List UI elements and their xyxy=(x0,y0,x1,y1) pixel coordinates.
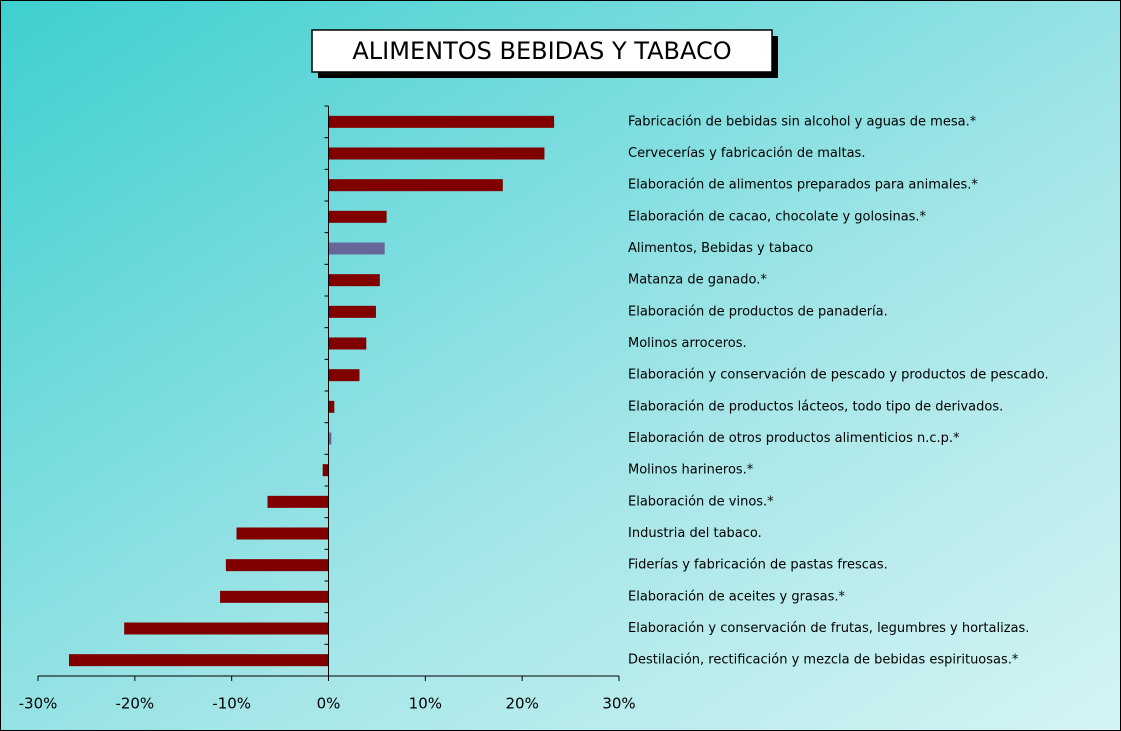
bar xyxy=(328,115,555,128)
category-label: Fiderías y fabricación de pastas frescas… xyxy=(628,558,888,573)
bar xyxy=(124,622,329,635)
category-label: Elaboración y conservación de frutas, le… xyxy=(628,621,1029,636)
category-label: Alimentos, Bebidas y tabaco xyxy=(628,241,813,256)
bar xyxy=(328,400,335,413)
category-label: Elaboración de aceites y grasas.* xyxy=(628,589,846,604)
category-label: Destilación, rectificación y mezcla de b… xyxy=(628,653,1019,668)
bar xyxy=(236,527,329,540)
bar xyxy=(328,337,367,350)
bar xyxy=(68,654,329,667)
category-label: Fabricación de bebidas sin alcohol y agu… xyxy=(628,114,977,129)
category-label: Molinos arroceros. xyxy=(628,336,747,351)
category-label: Elaboración de otros productos alimentic… xyxy=(628,431,960,446)
category-label: Matanza de ganado.* xyxy=(628,273,767,288)
bar xyxy=(328,274,380,287)
category-label: Elaboración de productos de panadería. xyxy=(628,304,888,319)
bar xyxy=(328,179,503,192)
bar xyxy=(328,210,387,223)
x-tick-label: -10% xyxy=(212,695,251,713)
category-label: Molinos harineros.* xyxy=(628,463,754,478)
bar xyxy=(328,432,332,445)
x-tick-label: -30% xyxy=(19,695,58,713)
category-label: Industria del tabaco. xyxy=(628,526,762,541)
category-label: Elaboración de productos lácteos, todo t… xyxy=(628,399,1003,414)
bar xyxy=(328,147,545,160)
x-tick-label: 10% xyxy=(409,695,442,713)
chart-title: ALIMENTOS BEBIDAS Y TABACO xyxy=(352,37,731,65)
bar xyxy=(328,369,360,382)
category-label: Elaboración de vinos.* xyxy=(628,494,774,509)
x-tick-label: -20% xyxy=(115,695,154,713)
category-label: Elaboración de cacao, chocolate y golosi… xyxy=(628,209,927,224)
category-label: Elaboración de alimentos preparados para… xyxy=(628,178,978,193)
bar xyxy=(328,305,376,318)
x-tick-label: 20% xyxy=(505,695,538,713)
bar xyxy=(267,495,329,508)
x-tick-label: 30% xyxy=(602,695,635,713)
x-tick-label: 0% xyxy=(317,695,341,713)
category-label: Elaboración y conservación de pescado y … xyxy=(628,368,1049,383)
bar xyxy=(225,559,329,572)
category-label: Cervecerías y fabricación de maltas. xyxy=(628,146,865,161)
bar xyxy=(220,590,329,603)
title-box xyxy=(311,29,773,73)
bar xyxy=(328,242,385,255)
bar xyxy=(322,464,329,477)
